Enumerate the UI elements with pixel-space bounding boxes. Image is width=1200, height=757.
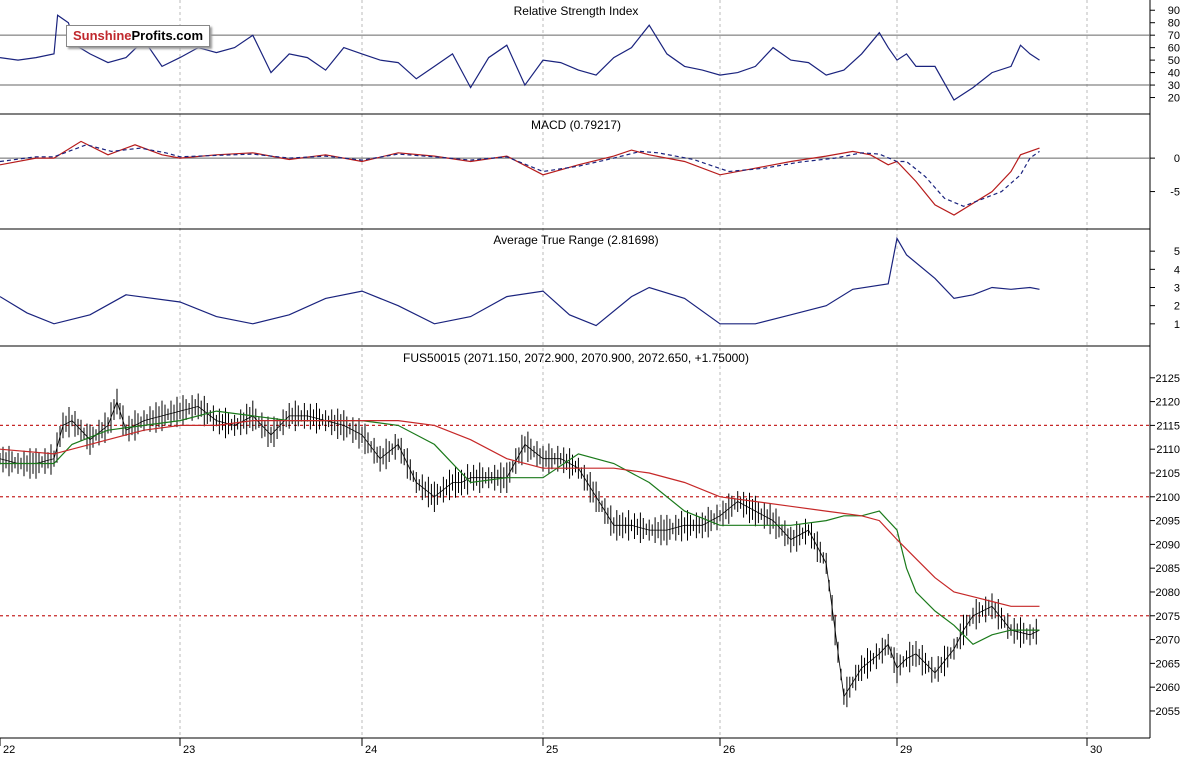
macd-title: MACD (0.79217) [531,118,621,132]
ytick-label-3-2120: 2120 [1156,397,1180,409]
ytick-label-3-2075: 2075 [1156,611,1180,623]
panel-borders [0,0,1151,739]
xtick-label-22: 22 [3,744,15,756]
ytick-label-3-2085: 2085 [1156,563,1180,575]
x-axis-labels: 22 23 24 25 26 29 30 [0,738,1102,756]
ytick-label-3-2110: 2110 [1156,444,1180,456]
ytick-label-0-20: 20 [1168,93,1180,105]
xtick-label-25: 25 [546,744,558,756]
ytick-label-3-2100: 2100 [1156,492,1180,504]
ytick-label-0-80: 80 [1168,18,1180,30]
ytick-label-3-2070: 2070 [1156,635,1180,647]
series-1-1 [0,144,1040,207]
xtick-label-29: 29 [900,744,912,756]
ytick-label-1--5: -5 [1170,187,1180,199]
price-title: FUS50015 (2071.150, 2072.900, 2070.900, … [403,351,749,365]
ytick-label-3-2095: 2095 [1156,516,1180,528]
ytick-label-3-2065: 2065 [1156,658,1180,670]
atr-title: Average True Range (2.81698) [493,233,658,247]
series-1-0 [0,140,1040,216]
ytick-label-2-1: 1 [1174,319,1180,331]
grid-layer [179,0,1088,738]
ytick-label-1-0: 0 [1174,153,1180,165]
ytick-label-3-2060: 2060 [1156,682,1180,694]
xtick-label-23: 23 [183,744,195,756]
logo-part-2: Profits.com [131,28,204,43]
ytick-label-2-5: 5 [1174,246,1180,258]
sunshine-profits-logo: SunshineProfits.com [66,25,211,47]
series-0-0 [0,14,1040,101]
ytick-label-2-4: 4 [1174,264,1180,276]
price-close-line [0,400,1040,698]
ytick-label-2-3: 3 [1174,283,1180,295]
ytick-label-3-2055: 2055 [1156,706,1180,718]
ytick-label-0-40: 40 [1168,68,1180,80]
xtick-label-24: 24 [365,744,377,756]
ytick-label-3-2090: 2090 [1156,539,1180,551]
series-2-0 [0,236,1040,327]
rsi-title: Relative Strength Index [514,4,639,18]
xtick-label-26: 26 [723,744,735,756]
ytick-label-3-2105: 2105 [1156,468,1180,480]
moving-average-0 [0,410,1040,646]
moving-average-1 [0,420,1040,607]
price-bars [0,388,1037,708]
ytick-label-0-70: 70 [1168,30,1180,42]
ytick-label-3-2115: 2115 [1156,420,1180,432]
logo-part-1: Sunshine [73,28,132,43]
series-layer [0,14,1040,708]
ytick-label-3-2125: 2125 [1156,373,1180,385]
ytick-label-0-60: 60 [1168,43,1180,55]
ytick-label-0-50: 50 [1168,55,1180,67]
ytick-label-0-30: 30 [1168,80,1180,92]
xtick-label-30: 30 [1090,744,1102,756]
ytick-label-0-90: 90 [1168,5,1180,17]
ytick-label-2-2: 2 [1174,301,1180,313]
ytick-label-3-2080: 2080 [1156,587,1180,599]
